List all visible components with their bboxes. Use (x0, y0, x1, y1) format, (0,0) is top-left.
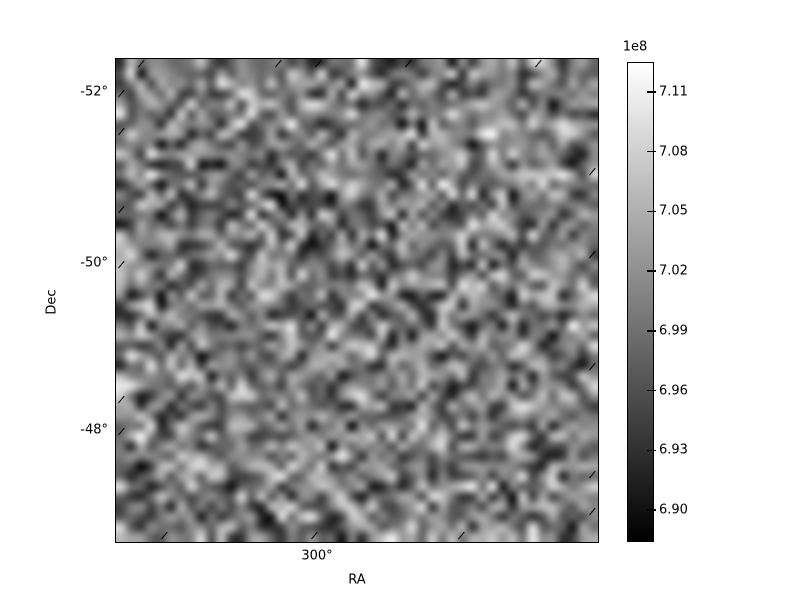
heatmap-plot (115, 58, 599, 543)
colorbar-tick-mark (647, 210, 656, 213)
colorbar-tick-mark (647, 91, 656, 93)
colorbar-tick-mark (647, 389, 656, 392)
y-tick-label: -48° (80, 422, 108, 438)
colorbar-tick-mark (647, 509, 656, 511)
colorbar-tick-mark (647, 449, 656, 452)
colorbar-tick-mark (647, 150, 656, 153)
colorbar-tick-label: 7.02 (659, 263, 688, 279)
colorbar-tick-mark (647, 270, 656, 272)
y-axis-label: Dec (44, 289, 60, 315)
colorbar-tick-label: 6.96 (659, 383, 688, 399)
colorbar-tick-label: 6.93 (659, 442, 688, 458)
colorbar-tick-label: 7.08 (659, 144, 688, 160)
colorbar-tick-label: 7.05 (659, 203, 688, 219)
colorbar-tick-label: 6.99 (659, 323, 688, 339)
colorbar-offset-label: 1e8 (622, 39, 648, 55)
x-tick-label: 300° (301, 548, 333, 564)
y-tick-label: -50° (80, 255, 108, 271)
colorbar-tick-mark (647, 330, 656, 332)
colorbar-tick-label: 7.11 (659, 84, 688, 100)
x-axis-label: RA (348, 572, 366, 588)
heatmap-image (116, 59, 598, 542)
colorbar (627, 62, 654, 542)
colorbar-tick-label: 6.90 (659, 502, 688, 518)
y-tick-label: -52° (80, 84, 108, 100)
